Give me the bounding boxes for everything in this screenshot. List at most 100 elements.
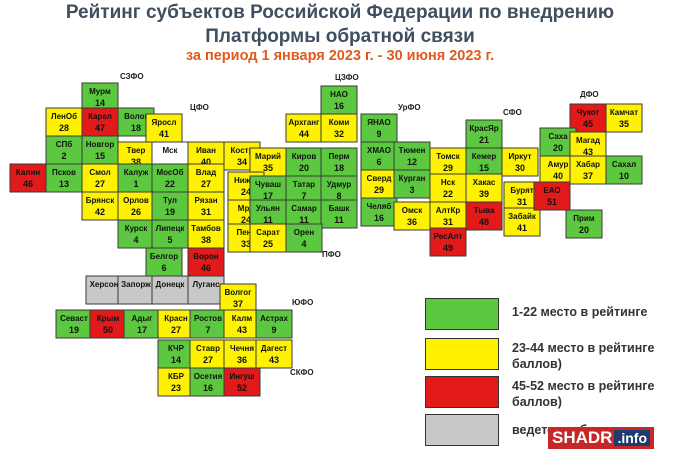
region-name: Иван <box>196 146 216 155</box>
region-rank: 20 <box>579 225 589 235</box>
region-rank: 46 <box>23 179 33 189</box>
region-71: Запорж <box>117 275 155 305</box>
region-name: Чукот <box>577 108 600 117</box>
region-cell <box>320 147 358 177</box>
region-73: Луганс <box>187 275 225 305</box>
legend-swatch-gray <box>425 414 499 446</box>
region-74: Волгог 37 <box>219 283 257 313</box>
region-cell <box>320 175 358 205</box>
region-13: Смол 27 <box>81 163 119 193</box>
region-1: ЛенОб 28 <box>45 107 83 137</box>
region-name: Нск <box>441 178 456 187</box>
region-name: Прим <box>573 214 595 223</box>
region-name: Яросл <box>152 118 177 127</box>
region-name: ХМАО <box>367 146 391 155</box>
region-rank: 35 <box>263 163 273 173</box>
region-44: ХМАО 6 <box>360 141 398 171</box>
region-34: Татар 7 <box>285 175 323 205</box>
region-name: Твер <box>127 146 146 155</box>
region-rank: 28 <box>59 123 69 133</box>
region-cell <box>320 199 358 229</box>
region-name: Курск <box>125 224 149 233</box>
region-name: Камчат <box>610 108 638 117</box>
region-rank: 11 <box>299 215 309 225</box>
region-cell <box>605 103 643 133</box>
region-name: Рязан <box>194 196 217 205</box>
region-name: Амур <box>548 160 569 169</box>
region-cell <box>151 163 189 193</box>
region-name: Донецк <box>156 280 186 289</box>
region-46: Сверд 29 <box>360 169 398 199</box>
region-rank: 13 <box>59 179 69 189</box>
legend-swatch-yellow <box>425 338 499 370</box>
region-rank: 33 <box>241 239 251 249</box>
region-name: Сахал <box>612 160 636 169</box>
district-label: ЦФО <box>190 103 209 112</box>
region-69: Прим 20 <box>565 209 603 239</box>
region-name: Чечня <box>230 344 254 353</box>
region-name: Омск <box>402 206 423 215</box>
region-cell <box>9 163 47 193</box>
region-cell <box>429 227 467 257</box>
region-rank: 36 <box>407 217 417 227</box>
region-cell <box>320 113 358 143</box>
region-cell <box>360 169 398 199</box>
region-name: Тыва <box>474 206 495 215</box>
region-name: КЧР <box>168 344 185 353</box>
region-name: Иркут <box>508 152 531 161</box>
region-rank: 4 <box>301 239 306 249</box>
region-rank: 16 <box>374 213 384 223</box>
region-35: Удмур 8 <box>320 175 358 205</box>
region-18: Орлов 26 <box>117 191 155 221</box>
region-rank: 27 <box>171 325 181 335</box>
legend-swatch-green <box>425 298 499 330</box>
region-rank: 25 <box>263 239 273 249</box>
region-cell <box>223 367 261 397</box>
region-45: Тюмен 12 <box>393 141 431 171</box>
region-cell <box>360 141 398 171</box>
region-50: Томск 29 <box>429 147 467 177</box>
region-name: Калин <box>16 168 40 177</box>
region-name: Саха <box>548 132 568 141</box>
region-57: Тыва 48 <box>465 201 503 231</box>
region-name: Забайк <box>508 212 537 221</box>
region-21: Курск 4 <box>117 219 155 249</box>
region-75: Севаст 19 <box>55 309 93 339</box>
region-name: Ульян <box>256 204 280 213</box>
region-name: Калм <box>232 314 253 323</box>
region-name: Пенз <box>236 228 255 237</box>
legend-label-yellow: 23-44 место в рейтинге баллов) <box>512 341 655 371</box>
region-name: Тул <box>163 196 177 205</box>
district-label: СЗФО <box>120 72 144 81</box>
region-rank: 41 <box>159 129 169 139</box>
region-26: НАО 16 <box>320 85 358 115</box>
region-rank: 11 <box>263 215 273 225</box>
region-cell <box>285 175 323 205</box>
region-rank: 49 <box>443 243 453 253</box>
region-70: Херсон <box>85 275 123 305</box>
region-name: Хакас <box>473 178 496 187</box>
region-name: Белгор <box>150 252 178 261</box>
region-cell <box>255 339 293 369</box>
region-cell <box>503 207 541 237</box>
region-rank: 18 <box>334 163 344 173</box>
region-72: Донецк <box>151 275 189 305</box>
region-name: Башк <box>329 204 351 213</box>
region-22: Липецк 5 <box>151 219 189 249</box>
region-cell <box>45 135 83 165</box>
region-87: Осетия 16 <box>189 367 227 397</box>
region-47: Курган 3 <box>393 169 431 199</box>
region-name: Брянск <box>86 196 115 205</box>
region-name: ЯНАО <box>367 118 390 127</box>
region-name: Псков <box>52 168 76 177</box>
region-name: Луганс <box>192 280 220 289</box>
region-76: Крым 50 <box>89 309 127 339</box>
region-64: Магад 43 <box>569 131 607 161</box>
region-rank: 44 <box>299 129 309 139</box>
region-cell <box>255 309 293 339</box>
region-cell <box>465 147 503 177</box>
region-rank: 7 <box>301 191 306 201</box>
region-rank: 10 <box>619 171 629 181</box>
region-rank: 32 <box>334 129 344 139</box>
region-name: Калуж <box>124 168 149 177</box>
